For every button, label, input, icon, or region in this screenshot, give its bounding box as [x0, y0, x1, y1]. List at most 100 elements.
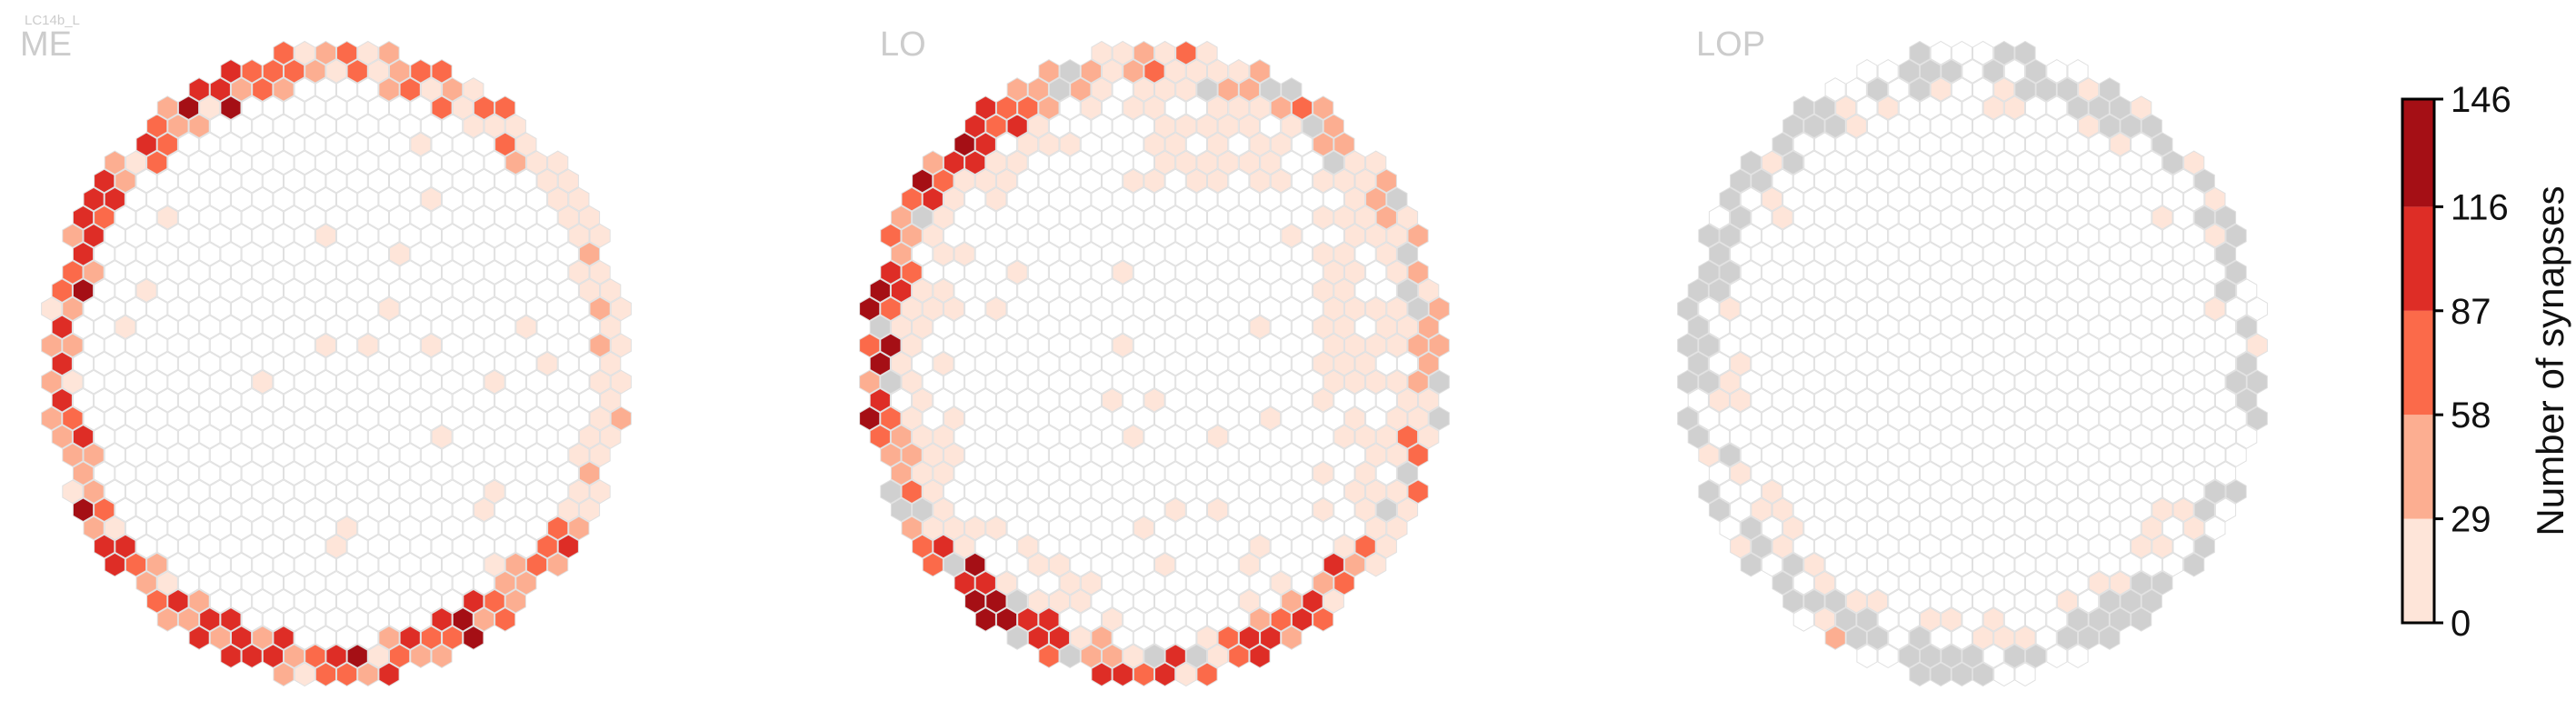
hex-cell: [262, 570, 284, 596]
hex-cell: [2003, 168, 2025, 194]
hex-cell: [1133, 626, 1154, 650]
hex-cell: [901, 516, 923, 541]
hex-cell: [1982, 132, 2004, 157]
hex-cell: [1154, 296, 1176, 322]
hex-cell: [231, 588, 253, 614]
hex-cell: [2099, 333, 2121, 358]
hex-cell: [156, 278, 178, 303]
hex-cell: [2109, 570, 2132, 596]
hex-cell: [1761, 186, 1783, 212]
hex-cell: [220, 387, 242, 413]
hex-cell: [1803, 443, 1825, 467]
hex-cell: [2025, 425, 2047, 449]
hex-cell: [1375, 242, 1397, 266]
hex-cell: [442, 516, 464, 541]
hex-cell: [1038, 644, 1060, 668]
hex-cell: [325, 570, 347, 596]
hex-cell: [284, 132, 305, 157]
hex-cell: [1059, 351, 1081, 376]
hex-cell: [177, 315, 200, 340]
hex-cell: [294, 186, 315, 212]
hex-cell: [2078, 77, 2100, 102]
hex-cell: [1091, 333, 1113, 358]
hex-cell: [2056, 333, 2078, 358]
hex-cell: [1396, 278, 1419, 303]
hex-cell: [1888, 443, 1910, 467]
hex-cell: [1164, 387, 1186, 413]
hex-cell: [515, 387, 537, 413]
hex-cell: [1898, 59, 1920, 84]
hex-cell: [1123, 607, 1144, 632]
hex-cell: [1143, 570, 1165, 596]
hex-cell: [378, 516, 400, 541]
hex-cell: [1962, 387, 1983, 413]
hex-cell: [1730, 278, 1752, 303]
hex-cell: [1238, 516, 1260, 541]
hex-cell: [2141, 552, 2162, 577]
hex-cell: [515, 570, 537, 596]
hex-cell: [1049, 552, 1071, 577]
hex-cell: [294, 223, 315, 248]
hex-cell: [2236, 278, 2258, 303]
hex-cell: [933, 242, 954, 266]
hex-cell: [589, 369, 611, 395]
hex-cell: [901, 296, 923, 322]
hex-cell: [1708, 205, 1731, 230]
hex-cell: [1856, 242, 1878, 266]
hex-cell: [964, 186, 986, 212]
hex-cell: [473, 387, 495, 413]
hex-cell: [463, 516, 484, 541]
hex-cell: [1677, 296, 1699, 322]
hex-cell: [199, 570, 221, 596]
hex-cell: [167, 369, 189, 395]
hex-cell: [1059, 95, 1081, 120]
hex-cell: [1260, 260, 1282, 285]
hex-cell: [94, 205, 115, 230]
hex-cell: [1792, 95, 1814, 120]
hex-cell: [1930, 40, 1952, 65]
hex-cell: [1185, 387, 1207, 413]
hex-cell: [2046, 461, 2068, 486]
hex-cell: [135, 497, 157, 523]
hex-cell: [1143, 644, 1165, 668]
hex-cell: [1270, 315, 1292, 340]
hex-cell: [410, 278, 432, 303]
hex-cell: [1006, 296, 1028, 322]
hex-cell: [2046, 497, 2068, 523]
hex-cell: [1123, 59, 1144, 84]
hex-cell: [273, 223, 295, 248]
hex-cell: [367, 95, 389, 120]
hex-cell: [1951, 406, 1972, 431]
hex-cell: [1396, 242, 1419, 266]
hex-cell: [1920, 95, 1942, 120]
hex-cell: [399, 369, 421, 395]
hex-cell: [536, 242, 558, 266]
hex-cell: [262, 425, 284, 449]
hex-cell: [473, 205, 495, 230]
hex-cell: [954, 497, 975, 523]
hex-cell: [1888, 479, 1910, 505]
hex-cell: [578, 425, 601, 449]
hex-cell: [473, 278, 495, 303]
hex-cell: [452, 278, 474, 303]
hex-cell: [1824, 516, 1846, 541]
hex-cell: [209, 186, 231, 212]
hex-cell: [1238, 479, 1260, 505]
hex-cell: [2120, 296, 2142, 322]
hex-cell: [578, 461, 601, 486]
hex-cell: [1772, 132, 1793, 157]
hex-cell: [1091, 150, 1113, 175]
hex-cell: [912, 205, 934, 230]
hex-cell: [2162, 296, 2184, 322]
hex-cell: [315, 552, 336, 577]
hex-cell: [1877, 351, 1899, 376]
hex-cell: [1006, 150, 1028, 175]
hex-cell: [1782, 186, 1804, 212]
hex-cell: [1249, 497, 1271, 523]
hex-cell: [146, 260, 168, 285]
hex-cell: [1281, 150, 1303, 175]
hex-cell: [2214, 242, 2237, 266]
hex-cell: [974, 497, 996, 523]
hex-cell: [262, 497, 284, 523]
hex-cell: [578, 387, 601, 413]
